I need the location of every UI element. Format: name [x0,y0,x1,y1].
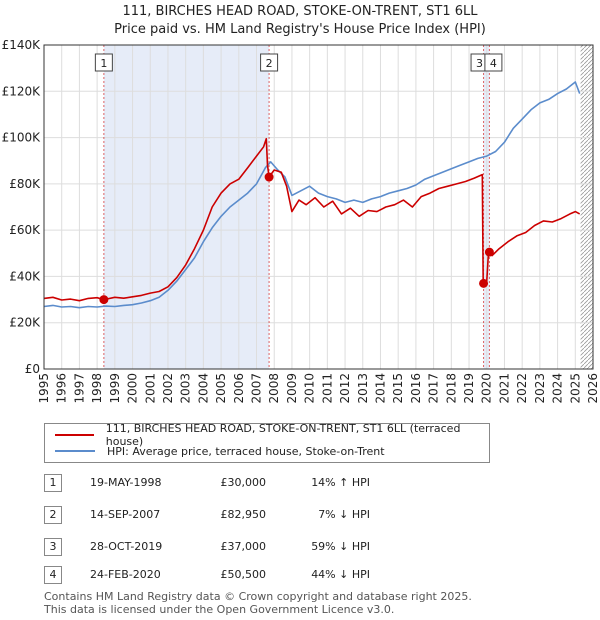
x-tick-label: 2004 [196,373,210,404]
y-tick-label: £80K [9,177,41,191]
x-tick-label: 2008 [267,373,281,404]
marker-box-frame [94,53,113,72]
x-tick-label: 2023 [533,373,547,404]
sale-point [479,278,489,288]
x-tick-label: 1999 [108,373,122,404]
transaction-number: 2 [44,506,62,524]
marker-label: 3 [476,57,483,70]
transaction-price: £82,950 [220,508,267,521]
x-tick-label: 2021 [497,373,511,404]
legend-swatch-hpi [55,450,95,452]
hpi-line [43,81,581,309]
x-tick-label: 2001 [143,373,157,404]
marker-box: 4 [484,53,503,72]
chart-title: 111, BIRCHES HEAD ROAD, STOKE-ON-TRENT, … [122,4,478,19]
transaction-number: 3 [44,538,62,556]
transaction-hpi-diff: 44% ↓ HPI [311,568,370,581]
transaction-number: 1 [44,474,62,492]
x-tick-label: 1995 [37,373,51,404]
x-tick-label: 2010 [303,373,317,404]
legend-label-property: 111, BIRCHES HEAD ROAD, STOKE-ON-TRENT, … [105,422,461,448]
x-tick-label: 2018 [444,373,458,404]
chart-subtitle: Price paid vs. HM Land Registry's House … [114,22,486,37]
y-tick-label: £0 [25,362,40,376]
x-tick-label: 2013 [356,373,370,404]
x-tick-label: 2002 [161,373,175,404]
footer-license: This data is licensed under the Open Gov… [44,603,395,616]
x-tick-label: 2000 [126,373,140,404]
marker-box-frame [260,53,279,72]
chart-legend: 111, BIRCHES HEAD ROAD, STOKE-ON-TRENT, … [44,422,490,463]
y-tick-label: £100K [2,131,42,145]
x-tick-label: 2022 [515,373,529,404]
x-tick-label: 2003 [179,373,193,404]
transaction-price: £50,500 [220,568,267,581]
legend-swatch-property [55,434,94,436]
legend-label-hpi: HPI: Average price, terraced house, Stok… [107,444,385,458]
sale-point [484,247,494,257]
sale-point [99,295,109,305]
y-tick-label: £20K [9,316,41,330]
y-tick-label: £40K [9,269,41,283]
legend-item-hpi: HPI: Average price, terraced house, Stok… [55,443,385,459]
x-tick-label: 2024 [551,373,565,404]
x-tick-label: 2025 [568,373,582,404]
marker-box: 1 [94,53,113,72]
x-tick-label: 2011 [320,373,334,404]
transaction-date: 14-SEP-2007 [90,508,161,521]
x-tick-label: 2020 [480,373,494,404]
y-tick-label: £60K [9,223,41,237]
x-tick-label: 1996 [55,373,69,404]
x-tick-label: 2006 [232,373,246,404]
transaction-date: 28-OCT-2019 [90,540,163,553]
transaction-price: £30,000 [220,476,267,489]
x-tick-label: 2015 [391,373,405,404]
footer-copyright: Contains HM Land Registry data © Crown c… [44,590,472,603]
x-tick-label: 2026 [586,373,600,404]
y-tick-label: £120K [2,84,42,98]
plot-frame [43,44,594,370]
transaction-hpi-diff: 7% ↓ HPI [318,508,370,521]
x-tick-label: 2014 [373,373,387,404]
transaction-date: 19-MAY-1998 [90,476,162,489]
marker-box-frame [484,53,503,72]
transaction-hpi-diff: 14% ↑ HPI [311,476,370,489]
y-tick-label: £140K [2,38,42,52]
x-tick-label: 2017 [427,373,441,404]
x-tick-label: 2009 [285,373,299,404]
x-tick-label: 2007 [250,373,264,404]
transaction-number: 4 [44,566,62,584]
marker-label: 2 [266,57,273,70]
x-tick-label: 2012 [338,373,352,404]
transaction-hpi-diff: 59% ↓ HPI [311,540,370,553]
x-tick-label: 1997 [72,373,86,404]
marker-label: 4 [490,57,497,70]
transaction-price: £37,000 [220,540,267,553]
x-tick-label: 1998 [90,373,104,404]
x-tick-label: 2005 [214,373,228,404]
marker-box: 2 [260,53,279,72]
transaction-date: 24-FEB-2020 [90,568,161,581]
forecast-hatch [580,45,593,369]
shaded-region [103,45,270,369]
marker-label: 1 [100,57,107,70]
x-tick-label: 2016 [409,373,423,404]
x-tick-label: 2019 [462,373,476,404]
sale-point [264,172,274,182]
legend-item-property: 111, BIRCHES HEAD ROAD, STOKE-ON-TRENT, … [55,422,489,448]
